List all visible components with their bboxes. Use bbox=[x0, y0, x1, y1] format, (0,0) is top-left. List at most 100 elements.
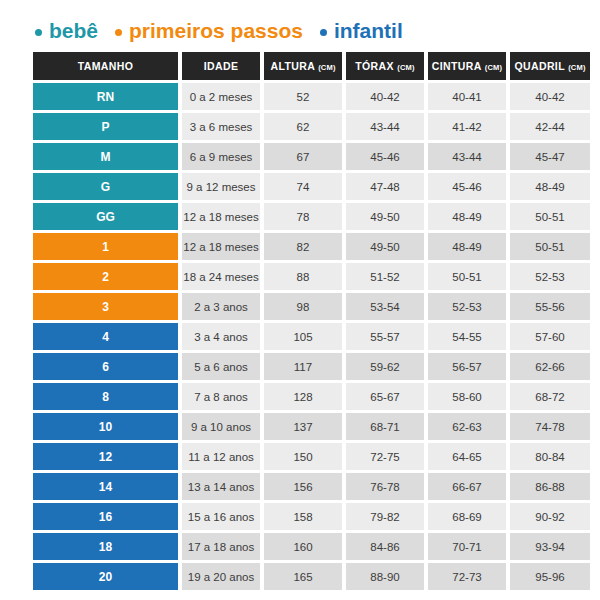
age-cell: 13 a 14 anos bbox=[182, 473, 260, 500]
table-row: G 9 a 12 meses 74 47-48 45-46 48-49 bbox=[33, 173, 590, 200]
waist-cell: 48-49 bbox=[428, 233, 506, 260]
height-cell: 156 bbox=[264, 473, 342, 500]
table-row: 16 15 a 16 anos 158 79-82 68-69 90-92 bbox=[33, 503, 590, 530]
age-cell: 9 a 12 meses bbox=[182, 173, 260, 200]
waist-cell: 54-55 bbox=[428, 323, 506, 350]
waist-cell: 56-57 bbox=[428, 353, 506, 380]
size-cell: 10 bbox=[33, 413, 178, 440]
age-cell: 18 a 24 meses bbox=[182, 263, 260, 290]
bullet-icon bbox=[320, 29, 327, 36]
hip-cell: 74-78 bbox=[510, 413, 590, 440]
age-cell: 12 a 18 meses bbox=[182, 233, 260, 260]
height-cell: 88 bbox=[264, 263, 342, 290]
height-cell: 74 bbox=[264, 173, 342, 200]
age-cell: 0 a 2 meses bbox=[182, 83, 260, 110]
chest-cell: 45-46 bbox=[346, 143, 424, 170]
waist-cell: 62-63 bbox=[428, 413, 506, 440]
header-quadril: QUADRIL (CM) bbox=[510, 52, 590, 80]
height-cell: 82 bbox=[264, 233, 342, 260]
table-header: TAMANHO IDADE ALTURA (CM) TÓRAX (CM) CIN… bbox=[33, 52, 590, 80]
height-cell: 105 bbox=[264, 323, 342, 350]
height-cell: 165 bbox=[264, 563, 342, 590]
chest-cell: 47-48 bbox=[346, 173, 424, 200]
table-row: 6 5 a 6 anos 117 59-62 56-57 62-66 bbox=[33, 353, 590, 380]
hip-cell: 40-42 bbox=[510, 83, 590, 110]
chest-cell: 49-50 bbox=[346, 203, 424, 230]
table-row: 4 3 a 4 anos 105 55-57 54-55 57-60 bbox=[33, 323, 590, 350]
chest-cell: 79-82 bbox=[346, 503, 424, 530]
table-row: 3 2 a 3 anos 98 53-54 52-53 55-56 bbox=[33, 293, 590, 320]
hip-cell: 68-72 bbox=[510, 383, 590, 410]
waist-cell: 43-44 bbox=[428, 143, 506, 170]
table-row: 2 18 a 24 meses 88 51-52 50-51 52-53 bbox=[33, 263, 590, 290]
size-cell: G bbox=[33, 173, 178, 200]
waist-cell: 72-73 bbox=[428, 563, 506, 590]
chest-cell: 68-71 bbox=[346, 413, 424, 440]
chest-cell: 51-52 bbox=[346, 263, 424, 290]
hip-cell: 93-94 bbox=[510, 533, 590, 560]
chest-cell: 59-62 bbox=[346, 353, 424, 380]
hip-cell: 50-51 bbox=[510, 233, 590, 260]
legend: bebê primeiros passos infantil bbox=[35, 20, 403, 41]
age-cell: 19 a 20 anos bbox=[182, 563, 260, 590]
legend-item: bebê bbox=[35, 20, 98, 41]
chest-cell: 53-54 bbox=[346, 293, 424, 320]
size-table-body: RN 0 a 2 meses 52 40-42 40-41 40-42 P 3 … bbox=[33, 83, 590, 590]
chest-cell: 84-86 bbox=[346, 533, 424, 560]
size-cell: GG bbox=[33, 203, 178, 230]
header-torax: TÓRAX (CM) bbox=[346, 52, 424, 80]
legend-label-infantil: infantil bbox=[334, 20, 403, 41]
size-cell: P bbox=[33, 113, 178, 140]
header-cintura: CINTURA (CM) bbox=[428, 52, 506, 80]
table-row: M 6 a 9 meses 67 45-46 43-44 45-47 bbox=[33, 143, 590, 170]
hip-cell: 52-53 bbox=[510, 263, 590, 290]
size-cell: 16 bbox=[33, 503, 178, 530]
table-row: 1 12 a 18 meses 82 49-50 48-49 50-51 bbox=[33, 233, 590, 260]
age-cell: 11 a 12 anos bbox=[182, 443, 260, 470]
height-cell: 137 bbox=[264, 413, 342, 440]
chest-cell: 49-50 bbox=[346, 233, 424, 260]
table-row: RN 0 a 2 meses 52 40-42 40-41 40-42 bbox=[33, 83, 590, 110]
table-row: 12 11 a 12 anos 150 72-75 64-65 80-84 bbox=[33, 443, 590, 470]
hip-cell: 95-96 bbox=[510, 563, 590, 590]
table-row: 20 19 a 20 anos 165 88-90 72-73 95-96 bbox=[33, 563, 590, 590]
size-cell: 8 bbox=[33, 383, 178, 410]
size-table: TAMANHO IDADE ALTURA (CM) TÓRAX (CM) CIN… bbox=[29, 49, 594, 593]
height-cell: 62 bbox=[264, 113, 342, 140]
legend-item: infantil bbox=[320, 20, 403, 41]
size-cell: 14 bbox=[33, 473, 178, 500]
table-row: 18 17 a 18 anos 160 84-86 70-71 93-94 bbox=[33, 533, 590, 560]
hip-cell: 62-66 bbox=[510, 353, 590, 380]
waist-cell: 64-65 bbox=[428, 443, 506, 470]
legend-item: primeiros passos bbox=[115, 20, 303, 41]
height-cell: 98 bbox=[264, 293, 342, 320]
size-cell: 20 bbox=[33, 563, 178, 590]
chest-cell: 55-57 bbox=[346, 323, 424, 350]
age-cell: 6 a 9 meses bbox=[182, 143, 260, 170]
chest-cell: 88-90 bbox=[346, 563, 424, 590]
header-idade: IDADE bbox=[182, 52, 260, 80]
age-cell: 17 a 18 anos bbox=[182, 533, 260, 560]
age-cell: 7 a 8 anos bbox=[182, 383, 260, 410]
size-cell: RN bbox=[33, 83, 178, 110]
hip-cell: 80-84 bbox=[510, 443, 590, 470]
size-cell: 6 bbox=[33, 353, 178, 380]
waist-cell: 66-67 bbox=[428, 473, 506, 500]
chest-cell: 65-67 bbox=[346, 383, 424, 410]
age-cell: 3 a 6 meses bbox=[182, 113, 260, 140]
waist-cell: 68-69 bbox=[428, 503, 506, 530]
chest-cell: 76-78 bbox=[346, 473, 424, 500]
height-cell: 67 bbox=[264, 143, 342, 170]
waist-cell: 40-41 bbox=[428, 83, 506, 110]
table-row: 8 7 a 8 anos 128 65-67 58-60 68-72 bbox=[33, 383, 590, 410]
hip-cell: 50-51 bbox=[510, 203, 590, 230]
waist-cell: 41-42 bbox=[428, 113, 506, 140]
height-cell: 160 bbox=[264, 533, 342, 560]
hip-cell: 90-92 bbox=[510, 503, 590, 530]
waist-cell: 50-51 bbox=[428, 263, 506, 290]
age-cell: 3 a 4 anos bbox=[182, 323, 260, 350]
size-cell: 12 bbox=[33, 443, 178, 470]
hip-cell: 55-56 bbox=[510, 293, 590, 320]
height-cell: 78 bbox=[264, 203, 342, 230]
table-row: 14 13 a 14 anos 156 76-78 66-67 86-88 bbox=[33, 473, 590, 500]
